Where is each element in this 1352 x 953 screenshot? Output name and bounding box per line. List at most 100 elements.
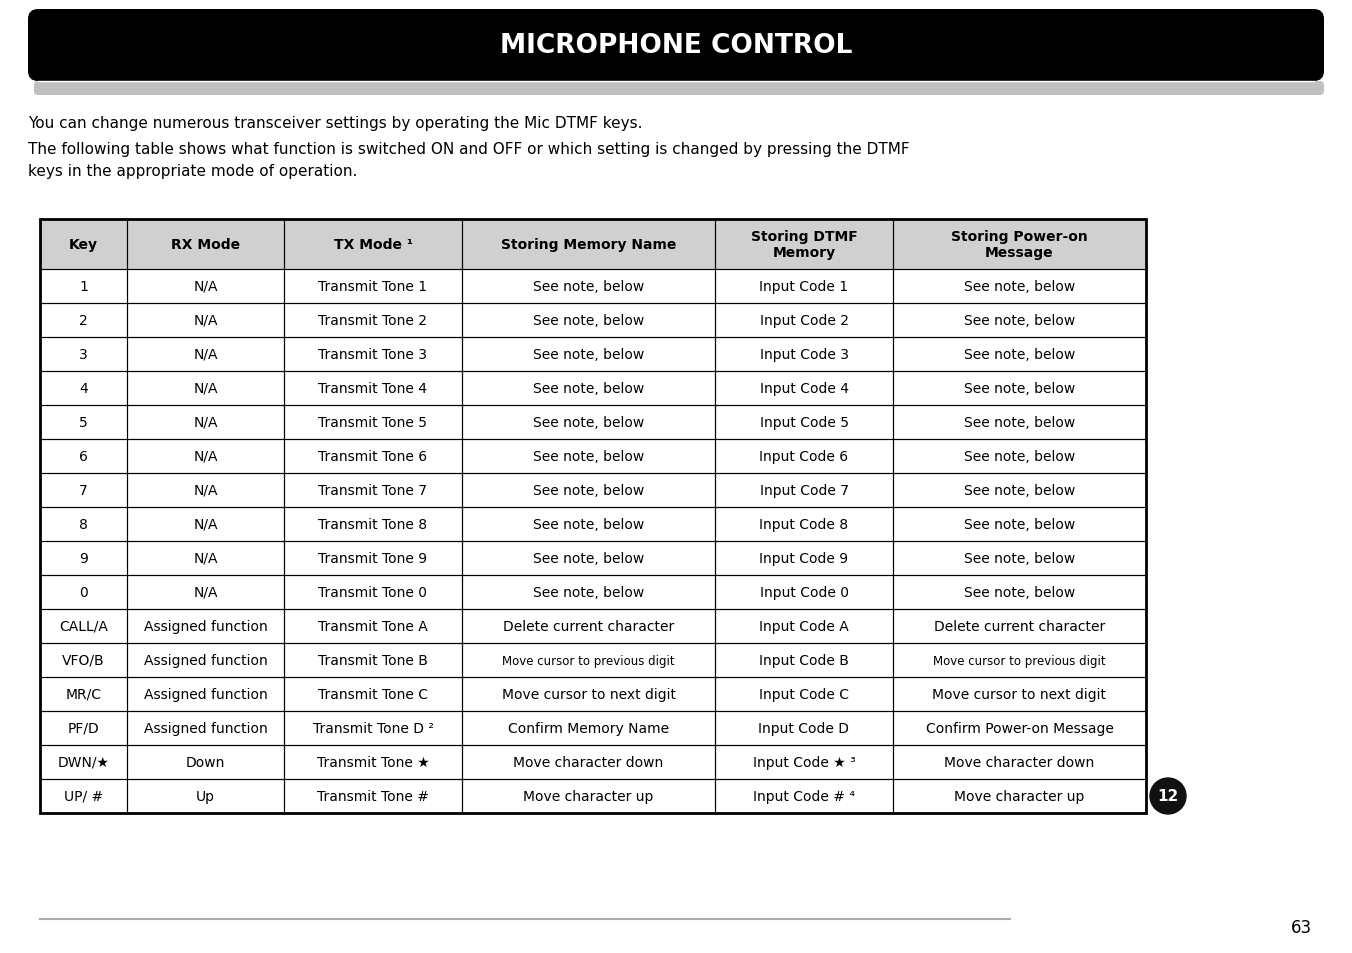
Text: Confirm Power-on Message: Confirm Power-on Message <box>926 721 1114 735</box>
Bar <box>715 337 894 372</box>
Bar <box>894 609 1146 643</box>
Bar <box>41 474 127 507</box>
Bar <box>894 474 1146 507</box>
Bar <box>462 745 715 780</box>
Bar <box>894 304 1146 337</box>
Text: N/A: N/A <box>193 517 218 532</box>
Text: Input Code 0: Input Code 0 <box>760 585 849 599</box>
Bar <box>715 372 894 406</box>
Text: RX Mode: RX Mode <box>170 237 241 252</box>
Text: 6: 6 <box>78 450 88 463</box>
Bar <box>894 643 1146 678</box>
Bar <box>715 220 894 270</box>
Bar <box>41 337 127 372</box>
Bar <box>462 220 715 270</box>
Bar <box>41 507 127 541</box>
Text: Transmit Tone 3: Transmit Tone 3 <box>319 348 427 361</box>
Text: Move character down: Move character down <box>945 755 1095 769</box>
Text: See note, below: See note, below <box>964 381 1075 395</box>
Bar <box>715 337 894 372</box>
Bar <box>41 406 127 439</box>
Bar <box>462 678 715 711</box>
Text: See note, below: See note, below <box>533 280 644 294</box>
Text: See note, below: See note, below <box>964 348 1075 361</box>
Text: N/A: N/A <box>193 585 218 599</box>
Text: MR/C: MR/C <box>65 687 101 701</box>
Bar <box>284 507 462 541</box>
Bar <box>127 439 284 474</box>
Bar <box>41 439 127 474</box>
Text: Input Code 1: Input Code 1 <box>760 280 849 294</box>
Text: See note, below: See note, below <box>964 517 1075 532</box>
Bar <box>462 711 715 745</box>
Bar <box>894 678 1146 711</box>
Text: Transmit Tone 0: Transmit Tone 0 <box>319 585 427 599</box>
Text: See note, below: See note, below <box>533 314 644 328</box>
Text: Transmit Tone 4: Transmit Tone 4 <box>319 381 427 395</box>
Bar <box>715 711 894 745</box>
Bar <box>127 304 284 337</box>
Text: Move cursor to previous digit: Move cursor to previous digit <box>502 654 675 667</box>
Bar <box>894 711 1146 745</box>
Bar <box>41 220 127 270</box>
Bar <box>894 474 1146 507</box>
Bar <box>127 541 284 576</box>
Bar <box>284 576 462 609</box>
Bar <box>715 406 894 439</box>
Bar <box>127 643 284 678</box>
Text: Key: Key <box>69 237 97 252</box>
Bar <box>462 474 715 507</box>
Text: Input Code 5: Input Code 5 <box>760 416 849 430</box>
Bar <box>894 643 1146 678</box>
Bar <box>41 711 127 745</box>
Bar <box>284 337 462 372</box>
Text: 2: 2 <box>80 314 88 328</box>
Bar <box>462 541 715 576</box>
Bar <box>894 541 1146 576</box>
Bar <box>41 643 127 678</box>
Bar <box>41 780 127 813</box>
Text: Move character down: Move character down <box>514 755 664 769</box>
Bar <box>41 220 1146 813</box>
Bar <box>41 780 127 813</box>
Bar <box>127 711 284 745</box>
Text: Storing Memory Name: Storing Memory Name <box>500 237 676 252</box>
Text: Transmit Tone #: Transmit Tone # <box>316 789 429 803</box>
Bar <box>127 576 284 609</box>
Text: Assigned function: Assigned function <box>143 654 268 667</box>
Text: N/A: N/A <box>193 381 218 395</box>
Text: See note, below: See note, below <box>964 314 1075 328</box>
Bar <box>715 711 894 745</box>
Bar <box>462 270 715 304</box>
Bar <box>41 304 127 337</box>
Text: Transmit Tone A: Transmit Tone A <box>318 619 427 634</box>
Bar <box>41 304 127 337</box>
Text: Assigned function: Assigned function <box>143 687 268 701</box>
Bar <box>127 507 284 541</box>
Text: Input Code ★ ³: Input Code ★ ³ <box>753 755 856 769</box>
Bar <box>41 270 127 304</box>
Bar <box>715 678 894 711</box>
Bar <box>715 643 894 678</box>
Bar <box>127 474 284 507</box>
FancyBboxPatch shape <box>34 82 1324 96</box>
Bar <box>894 270 1146 304</box>
Bar <box>894 406 1146 439</box>
Text: PF/D: PF/D <box>68 721 100 735</box>
Text: N/A: N/A <box>193 483 218 497</box>
Text: Input Code 9: Input Code 9 <box>760 552 849 565</box>
Bar <box>41 372 127 406</box>
Text: See note, below: See note, below <box>533 552 644 565</box>
Bar <box>462 304 715 337</box>
FancyBboxPatch shape <box>28 10 1324 82</box>
Bar <box>462 780 715 813</box>
Circle shape <box>1151 779 1186 814</box>
Bar <box>284 270 462 304</box>
Text: 1: 1 <box>78 280 88 294</box>
Bar <box>462 507 715 541</box>
Text: Transmit Tone 2: Transmit Tone 2 <box>319 314 427 328</box>
Bar <box>715 643 894 678</box>
Text: Delete current character: Delete current character <box>934 619 1105 634</box>
Bar <box>462 439 715 474</box>
Bar <box>41 507 127 541</box>
